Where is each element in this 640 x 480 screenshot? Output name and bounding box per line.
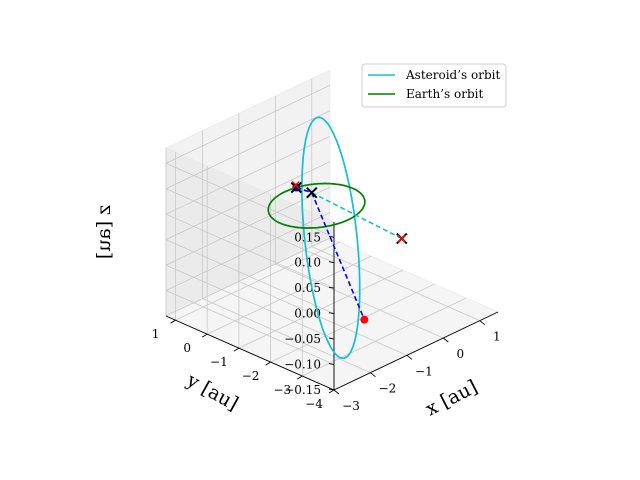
x-tick-mark — [333, 389, 340, 395]
y-tick-label: −2 — [242, 369, 260, 383]
z-tick-mark — [328, 337, 335, 340]
axes-spines — [165, 222, 499, 391]
x-axis-label: x [au] — [422, 376, 481, 421]
position-dot — [360, 315, 369, 324]
y-tick-mark — [265, 361, 271, 366]
z-grid-back — [165, 110, 331, 190]
x-marker-stroke — [291, 181, 300, 190]
x-tick-mark — [370, 372, 376, 378]
y-tick-label: −3 — [273, 383, 291, 397]
legend: Asteroid’s orbit Earth’s orbit — [361, 63, 507, 108]
legend-label-earth: Earth’s orbit — [406, 87, 483, 101]
plot-data — [267, 116, 408, 360]
legend-frame — [361, 63, 507, 108]
z-tick-label: 0.00 — [294, 307, 321, 321]
z-tick-mark — [328, 312, 335, 315]
z-tick-label: 0.15 — [294, 230, 321, 244]
z-tick-mark — [328, 363, 335, 365]
z-grid-back — [165, 135, 331, 215]
y-tick-mark — [328, 389, 335, 394]
y-tick-label: 0 — [183, 341, 191, 355]
z-tick-label: −0.15 — [284, 383, 321, 397]
x-axis-line — [333, 311, 499, 391]
axes-ticks: −3−2−10110−1−2−3−40.150.100.050.00−0.05−… — [152, 230, 501, 413]
x-grid-floor — [202, 298, 371, 374]
y-tick-mark — [170, 319, 176, 324]
z-axis-label: z [au] — [93, 205, 115, 259]
earth-orbit-line — [267, 182, 366, 229]
dashed-segment — [311, 192, 366, 320]
z-tick-label: 0.05 — [294, 281, 321, 295]
y-axis-label: y [au] — [182, 369, 242, 415]
asteroid-orbit-line — [301, 116, 361, 360]
z-tick-mark — [328, 388, 335, 391]
x-tick-mark — [443, 337, 449, 343]
z-tick-mark — [328, 286, 335, 289]
x-tick-label: 0 — [457, 347, 465, 361]
z-tick-label: −0.05 — [284, 332, 321, 346]
y-tick-label: −4 — [305, 397, 323, 411]
y-tick-mark — [201, 333, 208, 338]
legend-label-asteroid: Asteroid’s orbit — [405, 68, 500, 82]
x-tick-label: −3 — [342, 399, 360, 413]
x-tick-mark — [479, 320, 486, 326]
y-tick-label: −1 — [210, 355, 228, 369]
z-tick-label: −0.10 — [284, 358, 321, 372]
z-tick-mark — [328, 261, 335, 264]
y-tick-mark — [297, 375, 303, 380]
z-tick-mark — [328, 235, 335, 238]
x-marker-stroke — [290, 181, 303, 194]
y-tick-label: 1 — [152, 327, 160, 341]
x-marker-stroke — [306, 186, 318, 199]
dashed-segment — [311, 191, 403, 240]
x-tick-label: −2 — [379, 382, 397, 396]
z-grid-back — [165, 237, 331, 317]
x-tick-label: 1 — [493, 330, 501, 344]
x-grid-floor — [238, 280, 408, 356]
x-marker-stroke — [397, 234, 406, 243]
y-tick-mark — [233, 347, 240, 352]
x-tick-mark — [406, 354, 413, 360]
z-grid-back — [165, 84, 331, 164]
y-axis-line — [165, 315, 335, 391]
x-tick-label: −1 — [415, 364, 433, 378]
